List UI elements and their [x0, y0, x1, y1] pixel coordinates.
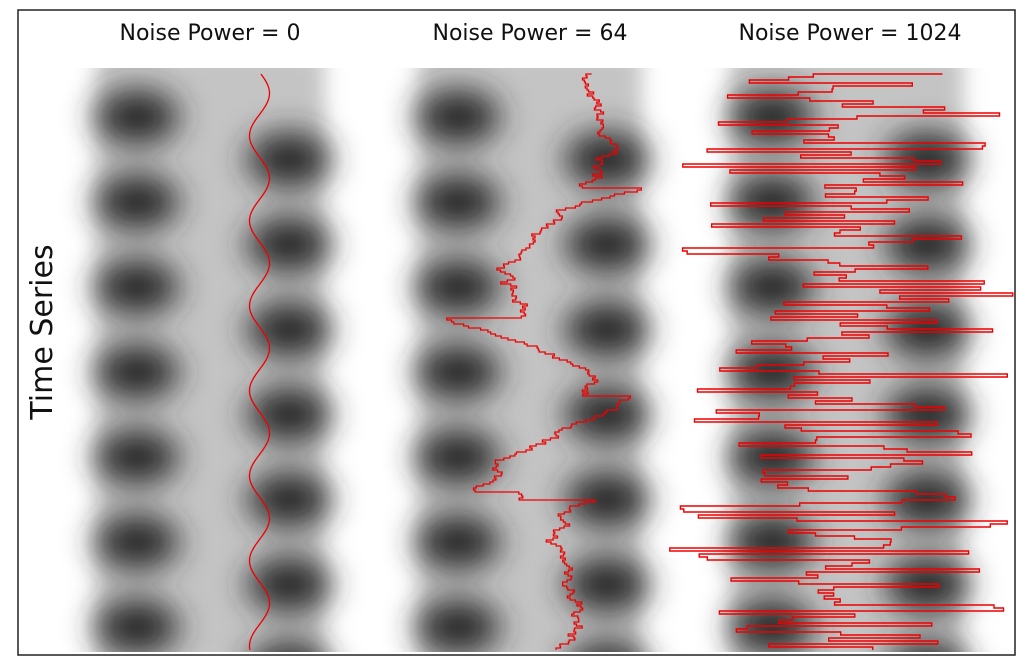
blob: [247, 472, 331, 528]
blob: [247, 302, 331, 358]
blob: [95, 89, 179, 145]
blob: [730, 259, 814, 315]
blob: [247, 387, 331, 443]
blob: [565, 132, 649, 188]
blob: [416, 259, 500, 315]
blob: [416, 514, 500, 570]
page: Noise Power = 0 Noise Power = 64 Noise P…: [0, 0, 1027, 662]
blob: [95, 599, 179, 655]
blob: [416, 89, 500, 145]
blob: [565, 302, 649, 358]
blob: [565, 387, 649, 443]
blob: [416, 344, 500, 400]
y-axis-label: Time Series: [25, 244, 60, 420]
figure: Noise Power = 0 Noise Power = 64 Noise P…: [0, 0, 1027, 662]
blob: [95, 259, 179, 315]
blob: [565, 217, 649, 273]
blob: [95, 174, 179, 230]
panel-title: Noise Power = 64: [433, 21, 628, 46]
blob: [95, 429, 179, 485]
blob: [416, 174, 500, 230]
blob: [885, 387, 969, 443]
blob: [95, 514, 179, 570]
blob: [416, 429, 500, 485]
blob: [885, 217, 969, 273]
blob: [95, 344, 179, 400]
blob: [416, 599, 500, 655]
panel-title: Noise Power = 0: [120, 21, 301, 46]
blob: [730, 514, 814, 570]
panel-title: Noise Power = 1024: [739, 21, 962, 46]
blob: [247, 217, 331, 273]
blob: [247, 557, 331, 613]
blob: [247, 132, 331, 188]
